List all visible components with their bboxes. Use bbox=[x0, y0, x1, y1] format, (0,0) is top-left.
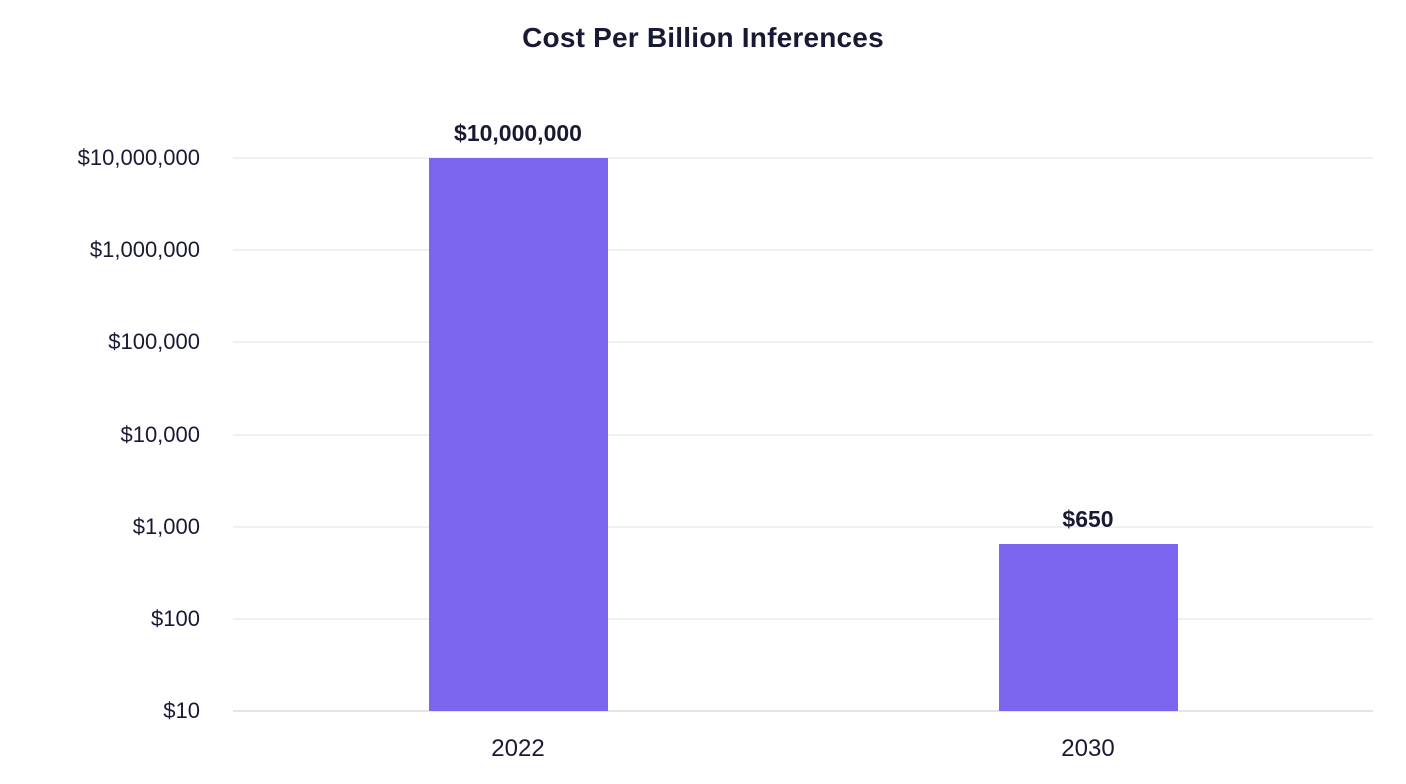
y-axis-tick-label: $1,000 bbox=[132, 513, 200, 539]
bar-value-label: $10,000,000 bbox=[454, 120, 582, 146]
bar-2022 bbox=[428, 158, 608, 711]
y-axis-tick-label: $10,000,000 bbox=[77, 145, 200, 170]
y-axis-tick-label: $100 bbox=[151, 605, 200, 631]
x-axis-tick-label: 2022 bbox=[491, 735, 545, 762]
y-axis-tick-label: $10 bbox=[163, 698, 200, 723]
chart-title: Cost Per Billion Inferences bbox=[522, 22, 884, 53]
y-gridline bbox=[233, 710, 1373, 712]
bar-value-label: $650 bbox=[1062, 505, 1114, 532]
y-gridline bbox=[233, 341, 1373, 344]
x-axis-tick-label: 2030 bbox=[1061, 735, 1115, 762]
y-gridline bbox=[233, 433, 1373, 436]
y-axis-tick-label: $10,000 bbox=[120, 421, 200, 447]
y-gridline bbox=[233, 617, 1373, 620]
y-gridline bbox=[233, 157, 1373, 159]
y-gridline bbox=[233, 249, 1373, 252]
y-gridline bbox=[233, 525, 1373, 528]
y-axis-tick-label: $100,000 bbox=[108, 329, 200, 355]
bar-2030 bbox=[998, 543, 1178, 711]
y-axis-tick-label: $1,000,000 bbox=[89, 237, 200, 263]
